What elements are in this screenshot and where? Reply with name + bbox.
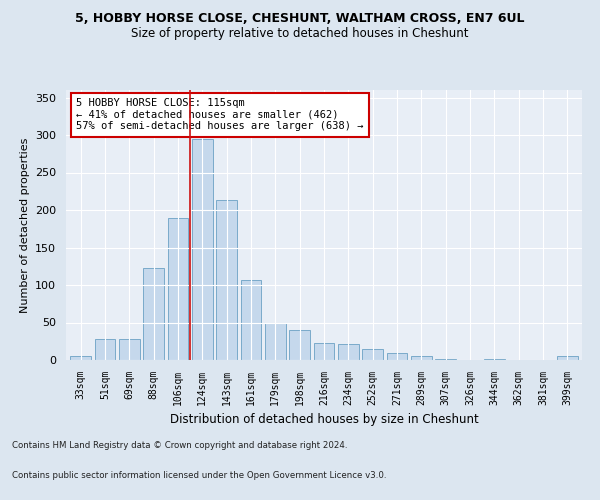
Bar <box>436 358 456 360</box>
Bar <box>143 268 164 360</box>
Bar <box>241 280 262 360</box>
Text: Contains HM Land Registry data © Crown copyright and database right 2024.: Contains HM Land Registry data © Crown c… <box>12 441 347 450</box>
Bar <box>484 358 505 360</box>
Bar <box>216 200 237 360</box>
Bar <box>338 344 359 360</box>
Y-axis label: Number of detached properties: Number of detached properties <box>20 138 29 312</box>
Bar <box>167 218 188 360</box>
Bar <box>362 349 383 360</box>
Bar <box>386 352 407 360</box>
Text: 5 HOBBY HORSE CLOSE: 115sqm
← 41% of detached houses are smaller (462)
57% of se: 5 HOBBY HORSE CLOSE: 115sqm ← 41% of det… <box>76 98 364 132</box>
Text: 5, HOBBY HORSE CLOSE, CHESHUNT, WALTHAM CROSS, EN7 6UL: 5, HOBBY HORSE CLOSE, CHESHUNT, WALTHAM … <box>75 12 525 26</box>
Text: Contains public sector information licensed under the Open Government Licence v3: Contains public sector information licen… <box>12 471 386 480</box>
Bar <box>265 322 286 360</box>
Bar <box>289 330 310 360</box>
Bar <box>95 339 115 360</box>
Bar <box>119 339 140 360</box>
Bar <box>557 356 578 360</box>
Bar <box>314 343 334 360</box>
Bar <box>411 356 432 360</box>
Text: Size of property relative to detached houses in Cheshunt: Size of property relative to detached ho… <box>131 28 469 40</box>
Bar <box>192 138 212 360</box>
Bar <box>70 356 91 360</box>
Text: Distribution of detached houses by size in Cheshunt: Distribution of detached houses by size … <box>170 412 478 426</box>
